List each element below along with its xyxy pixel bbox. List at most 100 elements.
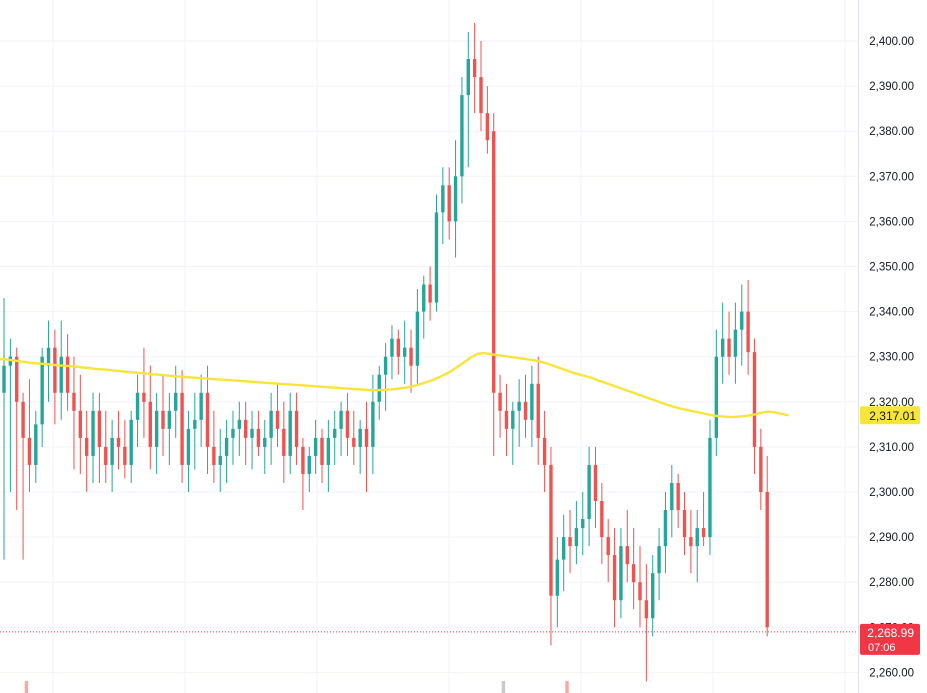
candle[interactable] bbox=[460, 77, 464, 204]
candle[interactable] bbox=[84, 410, 89, 492]
candle[interactable] bbox=[701, 492, 706, 547]
candle[interactable] bbox=[142, 347, 146, 438]
candle[interactable] bbox=[218, 428, 222, 492]
candle[interactable] bbox=[485, 86, 490, 154]
candle[interactable] bbox=[237, 401, 242, 456]
candle[interactable] bbox=[15, 347, 19, 511]
candle[interactable] bbox=[752, 338, 757, 474]
candle[interactable] bbox=[256, 410, 261, 456]
candle[interactable] bbox=[104, 410, 108, 483]
candles[interactable] bbox=[2, 22, 769, 682]
candle[interactable] bbox=[193, 392, 197, 470]
candle[interactable] bbox=[212, 410, 216, 483]
candle[interactable] bbox=[606, 519, 610, 583]
candle[interactable] bbox=[415, 289, 420, 384]
candle[interactable] bbox=[619, 528, 623, 619]
candle[interactable] bbox=[383, 343, 388, 411]
candle[interactable] bbox=[600, 482, 604, 565]
candle[interactable] bbox=[447, 167, 451, 240]
candle[interactable] bbox=[174, 365, 178, 438]
candle[interactable] bbox=[46, 320, 51, 402]
candle[interactable] bbox=[740, 284, 744, 366]
candle[interactable] bbox=[466, 31, 470, 168]
candle[interactable] bbox=[288, 392, 292, 474]
candle[interactable] bbox=[154, 392, 159, 474]
candle[interactable] bbox=[574, 501, 579, 565]
candle[interactable] bbox=[555, 537, 560, 628]
candle[interactable] bbox=[27, 379, 32, 492]
candle[interactable] bbox=[581, 492, 585, 556]
candle[interactable] bbox=[422, 275, 426, 339]
candle[interactable] bbox=[593, 446, 598, 529]
candle[interactable] bbox=[339, 401, 343, 456]
candle[interactable] bbox=[2, 298, 6, 560]
candle[interactable] bbox=[65, 334, 70, 411]
candle[interactable] bbox=[59, 320, 63, 420]
candle[interactable] bbox=[549, 446, 553, 646]
candle[interactable] bbox=[333, 410, 337, 465]
candle[interactable] bbox=[492, 113, 496, 456]
candle[interactable] bbox=[714, 329, 719, 456]
candle[interactable] bbox=[358, 419, 362, 474]
candle[interactable] bbox=[275, 383, 280, 447]
candle[interactable] bbox=[301, 437, 305, 511]
candle[interactable] bbox=[269, 392, 273, 465]
candle[interactable] bbox=[78, 374, 83, 474]
candle[interactable] bbox=[377, 365, 381, 420]
candle[interactable] bbox=[21, 392, 25, 560]
candle[interactable] bbox=[453, 140, 458, 258]
candle[interactable] bbox=[263, 419, 267, 474]
candle[interactable] bbox=[110, 419, 114, 492]
candle[interactable] bbox=[199, 374, 203, 447]
candle[interactable] bbox=[689, 510, 693, 574]
candle[interactable] bbox=[561, 514, 566, 592]
candle[interactable] bbox=[631, 528, 636, 610]
candle[interactable] bbox=[523, 374, 528, 438]
candle[interactable] bbox=[224, 419, 229, 483]
candle[interactable] bbox=[536, 356, 540, 465]
candle[interactable] bbox=[8, 338, 13, 492]
candle[interactable] bbox=[682, 492, 687, 556]
candle[interactable] bbox=[396, 329, 401, 375]
candle[interactable] bbox=[657, 528, 661, 601]
candle[interactable] bbox=[294, 392, 299, 465]
candle[interactable] bbox=[708, 419, 712, 556]
candle[interactable] bbox=[651, 555, 655, 637]
candle[interactable] bbox=[282, 401, 286, 483]
candle[interactable] bbox=[205, 365, 210, 474]
candle[interactable] bbox=[307, 446, 311, 492]
candle[interactable] bbox=[587, 446, 591, 547]
candle[interactable] bbox=[148, 365, 152, 470]
candle[interactable] bbox=[542, 410, 547, 492]
candle[interactable] bbox=[428, 266, 432, 321]
candle[interactable] bbox=[186, 410, 191, 492]
candle[interactable] bbox=[129, 410, 133, 483]
candle[interactable] bbox=[135, 374, 140, 447]
candle[interactable] bbox=[765, 455, 769, 637]
candle[interactable] bbox=[409, 329, 413, 393]
candle[interactable] bbox=[91, 392, 95, 483]
candle[interactable] bbox=[345, 392, 350, 456]
candle[interactable] bbox=[326, 419, 331, 492]
candle[interactable] bbox=[663, 492, 668, 574]
candle[interactable] bbox=[695, 510, 699, 583]
candle[interactable] bbox=[320, 428, 324, 483]
candle[interactable] bbox=[231, 410, 235, 465]
price-axis[interactable]: 2,260.002,270.002,280.002,290.002,300.00… bbox=[858, 0, 915, 693]
candle[interactable] bbox=[352, 410, 356, 465]
candle[interactable] bbox=[434, 194, 439, 312]
candle[interactable] bbox=[530, 365, 534, 447]
candle[interactable] bbox=[97, 392, 102, 483]
candle[interactable] bbox=[34, 410, 38, 483]
candle[interactable] bbox=[746, 280, 750, 375]
candle[interactable] bbox=[511, 401, 515, 465]
candle[interactable] bbox=[313, 419, 318, 474]
candle[interactable] bbox=[727, 311, 731, 375]
candle[interactable] bbox=[123, 419, 127, 479]
candle[interactable] bbox=[402, 320, 407, 384]
candle[interactable] bbox=[180, 370, 184, 483]
candle[interactable] bbox=[625, 510, 629, 583]
candle[interactable] bbox=[161, 374, 165, 456]
candle[interactable] bbox=[250, 410, 254, 470]
